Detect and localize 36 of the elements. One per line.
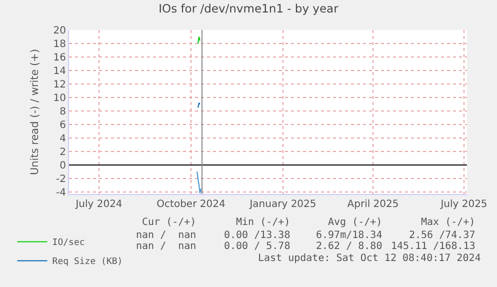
x-tick-label: July 2025 — [440, 199, 488, 210]
y-tick-label: -4 — [56, 187, 66, 198]
text: 2.62 / 8.80 — [316, 241, 382, 252]
text: Max (-/+) — [421, 217, 476, 228]
y-tick-label: 20 — [53, 26, 66, 36]
x-tick-label: October 2024 — [156, 199, 226, 210]
text: 0.00 / 5.78 — [224, 241, 290, 252]
text: 2.56 /74.37 — [409, 230, 476, 241]
y-tick-label: -2 — [56, 174, 66, 185]
x-tick-label: July 2024 — [74, 199, 122, 210]
y-tick-label: 8 — [60, 106, 66, 118]
y-axis-title: Units read (-) / write (+) — [29, 48, 41, 176]
y-tick-label: 12 — [53, 79, 66, 90]
x-tick-label: April 2025 — [347, 199, 399, 210]
text: Last update: Sat Oct 12 08:40:17 2024 — [258, 253, 481, 264]
line-series — [196, 171, 202, 194]
text: Avg (-/+) — [328, 217, 382, 228]
text: nan / nan — [136, 241, 196, 252]
y-tick-label: 18 — [53, 39, 66, 50]
y-tick-label: 6 — [60, 120, 66, 131]
text: 145.11 /168.13 — [391, 241, 476, 252]
y-tick-label: 16 — [53, 52, 66, 64]
y-tick-label: 2 — [60, 146, 66, 158]
x-tick-label: January 2025 — [248, 199, 316, 210]
text: nan / nan — [136, 230, 196, 241]
legend-label: IO/sec — [52, 238, 85, 248]
text: Min (-/+) — [236, 217, 290, 228]
y-tick-label: 10 — [53, 92, 66, 104]
text: 0.00 /13.38 — [224, 230, 290, 241]
y-tick-label: 14 — [53, 66, 66, 77]
y-tick-label: 4 — [60, 133, 66, 144]
text: Cur (-/+) — [142, 217, 196, 228]
y-tick-label: 0 — [60, 160, 66, 172]
legend-label: Req Size (KB) — [52, 257, 123, 268]
chart-title: IOs for /dev/nvme1n1 - by year — [158, 1, 339, 16]
text: 6.97m/18.34 — [316, 230, 382, 241]
